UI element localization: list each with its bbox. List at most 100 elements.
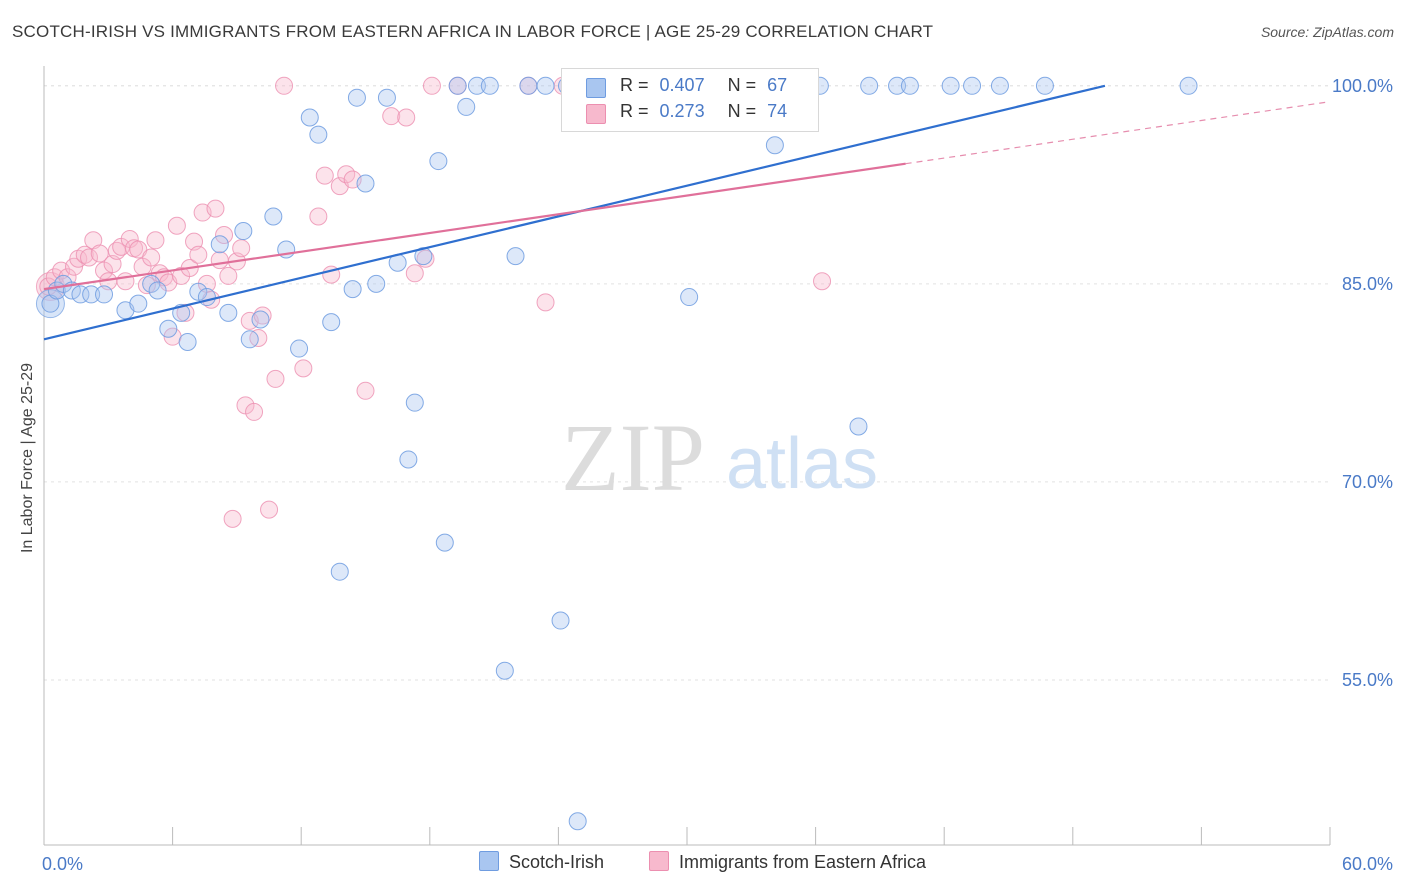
legend-item-scotch-irish[interactable]: Scotch-Irish [479,851,604,873]
data-point [245,402,264,421]
data-point [680,288,699,307]
n-value: 74 [767,101,788,121]
data-point [536,76,555,95]
data-point [551,611,570,630]
data-point [422,76,441,95]
data-point [232,239,251,258]
y-tick-label: 70.0% [1342,472,1393,492]
data-point [129,240,148,259]
y-tick-label: 100.0% [1332,76,1393,96]
n-value: 67 [767,75,788,95]
data-point [377,88,396,107]
data-point [206,199,225,218]
data-point [240,330,259,349]
data-point [197,288,216,307]
watermark-atlas: atlas [726,424,878,504]
data-point [367,274,386,293]
x-tick-label: 0.0% [42,854,83,874]
data-point [189,282,208,301]
data-point [71,285,90,304]
data-point [129,294,148,313]
data-point [356,381,375,400]
data-point [860,76,879,95]
y-axis-label: In Labor Force | Age 25-29 [19,362,36,554]
data-point [435,533,454,552]
data-point [382,107,401,126]
data-point [148,281,167,300]
data-point [765,136,784,155]
data-point [429,152,448,171]
data-point [146,231,165,250]
data-point [223,509,242,528]
data-point [82,285,101,304]
data-point [84,231,103,250]
trendlines [43,84,1331,341]
data-point [1179,76,1198,95]
n-label: N = [727,75,757,95]
data-point [480,76,499,95]
data-point [347,88,366,107]
data-point [290,339,309,358]
data-point [457,97,476,116]
data-point [315,166,334,185]
r-label: R = [620,101,649,121]
data-point [260,500,279,519]
data-point [142,274,161,293]
data-point [963,76,982,95]
data-point [448,76,467,95]
data-point [159,319,178,338]
data-point [234,222,253,241]
gridlines [44,85,1330,681]
data-point [80,248,99,267]
x-tick-label: 60.0% [1342,854,1393,874]
trendline-eastern-africa-extension [905,101,1331,165]
legend-label: Immigrants from Eastern Africa [679,852,927,872]
data-point [266,369,285,388]
data-point [275,76,294,95]
data-point [506,247,525,266]
data-point [41,294,60,313]
legend-item-eastern-africa[interactable]: Immigrants from Eastern Africa [649,851,926,873]
data-point-cluster [35,289,65,319]
data-point [519,76,538,95]
data-point [219,303,238,322]
y-tick-label: 85.0% [1342,274,1393,294]
watermark: ZIP atlas [561,404,878,511]
n-label: N = [727,101,757,121]
data-point [888,76,907,95]
data-point [416,249,435,268]
stats-legend: R = 0.407 N = 67 R = 0.273 N = 74 [561,68,819,132]
data-point [399,450,418,469]
data-point [990,76,1009,95]
data-point [397,108,416,127]
chart-title: SCOTCH-IRISH VS IMMIGRANTS FROM EASTERN … [12,22,934,41]
data-point [941,76,960,95]
data-point [300,108,319,127]
trendline-eastern-africa [43,162,906,291]
data-point [251,310,270,329]
blue-swatch [479,851,499,871]
data-point [90,244,109,263]
data-point [309,125,328,144]
data-point [178,332,197,351]
data-point [294,359,313,378]
axes [43,66,1331,846]
data-point [116,272,135,291]
data-point [405,264,424,283]
source-label: Source: ZipAtlas.com [1260,24,1394,40]
data-point [849,417,868,436]
data-point [568,812,587,831]
pink-swatch [649,851,669,871]
r-value: 0.407 [659,75,705,95]
data-point [1035,76,1054,95]
data-point [309,207,328,226]
data-point [536,293,555,312]
data-point [264,207,283,226]
data-point [405,393,424,412]
data-point [343,280,362,299]
legend-label: Scotch-Irish [509,852,605,872]
r-value: 0.273 [659,101,705,121]
data-point [210,235,229,254]
r-label: R = [620,75,649,95]
